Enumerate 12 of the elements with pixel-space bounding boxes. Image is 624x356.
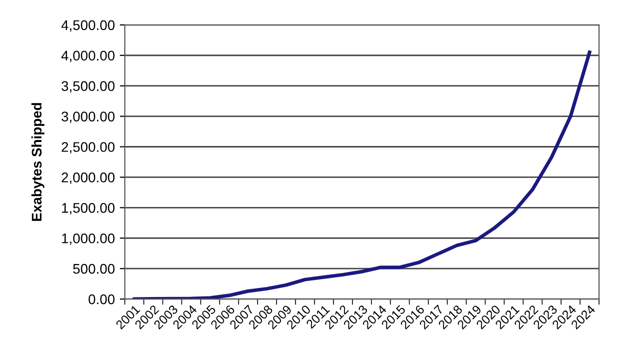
y-tick-label: 1,000.00: [62, 233, 115, 245]
y-axis-title: Exabytes Shipped: [31, 103, 44, 221]
y-tick-label: 3,500.00: [62, 81, 115, 93]
y-tick-label: 2,000.00: [62, 172, 115, 184]
y-tick-label: 1,500.00: [62, 203, 115, 214]
y-tick-label: 4,500.00: [61, 20, 115, 32]
y-tick-label: 0.00: [88, 294, 115, 304]
y-tick-label: 4,000.00: [61, 50, 115, 62]
line-series: [132, 50, 592, 300]
y-tick-label: 3,000.00: [62, 112, 115, 124]
y-tick-label: 2,500.00: [62, 142, 115, 154]
y-tick-label: 500.00: [73, 264, 115, 274]
